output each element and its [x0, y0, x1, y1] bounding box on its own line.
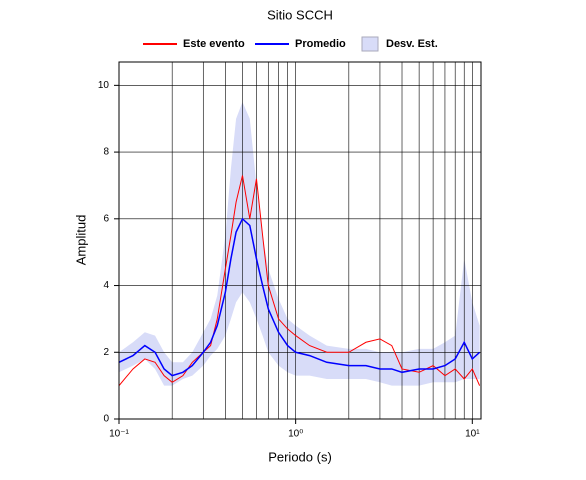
x-tick-label: 10¹ [465, 429, 480, 440]
legend-label: Este evento [183, 38, 245, 50]
y-tick-label: 2 [103, 347, 109, 358]
std-band [119, 102, 480, 386]
data-line [118, 175, 481, 386]
y-tick-label: 4 [103, 280, 109, 291]
legend-label: Promedio [295, 38, 346, 50]
legend-swatch [361, 36, 379, 52]
chart-title: Sitio SCCH [267, 7, 333, 22]
y-tick-label: 0 [103, 414, 109, 425]
x-axis-label: Periodo (s) [268, 449, 332, 464]
data-line [118, 217, 481, 377]
legend-label: Desv. Est. [386, 38, 438, 50]
y-tick-label: 6 [103, 213, 109, 224]
x-tick-label: 10⁰ [288, 429, 303, 440]
y-tick-label: 8 [103, 147, 109, 158]
y-tick-label: 10 [98, 80, 110, 91]
x-tick-label: 10⁻¹ [109, 429, 129, 440]
y-axis-label: Amplitud [73, 215, 88, 266]
plot-frame [118, 61, 482, 420]
